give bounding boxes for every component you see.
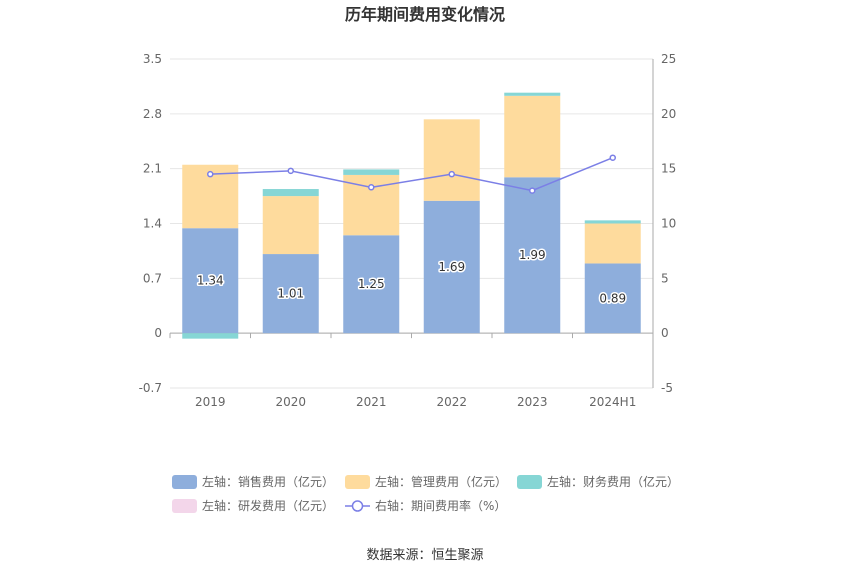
bar-value-label: 1.69 — [438, 260, 465, 274]
bar-labels: 1.34 1.01 1.25 1.69 1.99 0.89 — [195, 247, 627, 307]
legend-label: 左轴：财务费用（亿元） — [547, 474, 679, 489]
legend: 左轴：销售费用（亿元） 左轴：管理费用（亿元） 左轴：财务费用（亿元） 左轴：研发费用… — [172, 474, 679, 513]
bar-segment — [584, 263, 641, 334]
bar-value-label: 1.99 — [519, 248, 546, 262]
bar-segment — [423, 119, 480, 201]
bar-segment — [343, 169, 400, 175]
legend-label: 右轴：期间费用率（%） — [375, 498, 506, 513]
rate-point — [368, 184, 375, 191]
legend-item: 左轴：研发费用（亿元） — [172, 498, 334, 513]
x-tick-label: 2020 — [275, 395, 306, 409]
left-tick-label: 3.5 — [143, 52, 162, 66]
legend-label: 左轴：管理费用（亿元） — [375, 474, 507, 489]
bar-value-label: 0.89 — [599, 291, 626, 305]
bars — [182, 92, 641, 339]
legend-item: 左轴：财务费用（亿元） — [517, 474, 679, 489]
legend-item: 左轴：管理费用（亿元） — [345, 474, 507, 489]
bar-segment — [262, 254, 319, 334]
bar-value-label: 1.01 — [277, 287, 304, 301]
left-tick-label: 2.1 — [143, 162, 162, 176]
bar-value-label: 1.34 — [197, 274, 224, 288]
legend-swatch — [517, 475, 542, 489]
bar-value-label: 1.25 — [358, 277, 385, 291]
right-tick-label: 20 — [661, 107, 676, 121]
x-tick-label: 2023 — [517, 395, 548, 409]
x-tick-label: 2024H1 — [589, 395, 636, 409]
rate-point — [529, 187, 536, 194]
legend-swatch — [345, 475, 370, 489]
x-tick-label: 2019 — [195, 395, 226, 409]
right-tick-label: 10 — [661, 217, 676, 231]
right-tick-label: 5 — [661, 271, 669, 285]
legend-marker-swatch — [351, 500, 364, 512]
grid — [170, 58, 653, 389]
x-tick-label: 2022 — [436, 395, 467, 409]
rate-point — [448, 170, 455, 178]
left-tick-label: 0.7 — [143, 271, 162, 285]
legend-swatch — [172, 499, 197, 513]
rate-line — [207, 154, 616, 194]
bar-segment — [584, 223, 641, 264]
right-tick-label: 15 — [661, 162, 676, 176]
rate-point — [609, 154, 616, 161]
rate-point — [287, 167, 294, 175]
left-tick-label: -0.7 — [139, 381, 162, 395]
bar-segment — [504, 95, 561, 178]
bar-segment — [182, 228, 239, 334]
bar-segment — [584, 220, 641, 224]
bar-segment — [504, 177, 561, 334]
legend-item: 左轴：销售费用（亿元） — [172, 474, 334, 489]
x-tick-label: 2021 — [356, 395, 387, 409]
legend-label: 左轴：研发费用（亿元） — [202, 498, 334, 513]
left-tick-label: 0 — [154, 326, 162, 340]
bar-segment — [182, 333, 239, 339]
right-tick-label: 25 — [661, 52, 676, 66]
bar-segment — [504, 92, 561, 96]
chart-title: 历年期间费用变化情况 — [345, 5, 505, 24]
rate-point — [207, 170, 214, 178]
legend-swatch — [172, 475, 197, 489]
bar-segment — [262, 189, 319, 197]
right-tick-label: -5 — [661, 381, 673, 395]
right-tick-label: 0 — [661, 326, 669, 340]
bar-segment — [262, 196, 319, 255]
bar-segment — [343, 235, 400, 334]
legend-label: 左轴：销售费用（亿元） — [202, 474, 334, 489]
legend-item: 右轴：期间费用率（%） — [345, 498, 506, 513]
left-tick-label: 1.4 — [143, 217, 162, 231]
bar-segment — [423, 200, 480, 334]
axes: 3.5 2.8 2.1 1.4 0.7 0 -0.7 25 20 15 10 5 0 -5 2019 2020… — [139, 52, 677, 409]
source-note: 数据来源：恒生聚源 — [366, 548, 483, 563]
rate-line-path — [210, 157, 614, 192]
left-tick-label: 2.8 — [143, 107, 162, 121]
